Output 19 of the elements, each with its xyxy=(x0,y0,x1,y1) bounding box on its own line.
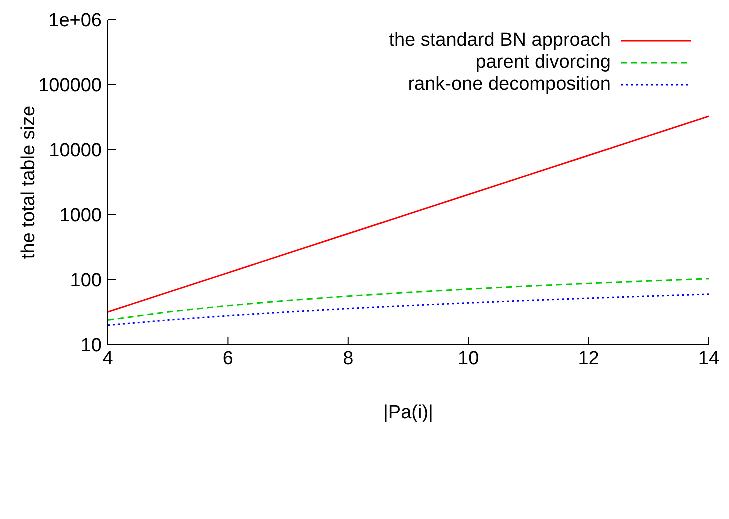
legend-label: parent divorcing xyxy=(476,52,611,74)
y-tick-label: 100000 xyxy=(38,76,102,97)
x-tick-label: 4 xyxy=(102,348,114,370)
x-tick-label: 14 xyxy=(698,348,720,370)
x-tick-label: 8 xyxy=(343,348,354,370)
x-tick-label: 6 xyxy=(222,348,234,370)
legend-label: rank-one decomposition xyxy=(408,74,611,96)
y-tick-label: 1e+06 xyxy=(48,10,102,32)
x-tick-label: 10 xyxy=(458,348,480,370)
x-tick-label: 12 xyxy=(578,348,600,370)
y-tick-label: 1000 xyxy=(60,206,102,227)
y-axis-title: the total table size xyxy=(18,106,40,260)
line-series xyxy=(108,116,709,313)
x-axis-title: |Pa(i)| xyxy=(384,402,434,424)
y-tick-label: 100 xyxy=(70,270,102,292)
y-tick-label: 10000 xyxy=(49,140,102,162)
line-series xyxy=(108,294,709,326)
legend-label: the standard BN approach xyxy=(389,30,611,52)
line-series xyxy=(108,278,709,322)
